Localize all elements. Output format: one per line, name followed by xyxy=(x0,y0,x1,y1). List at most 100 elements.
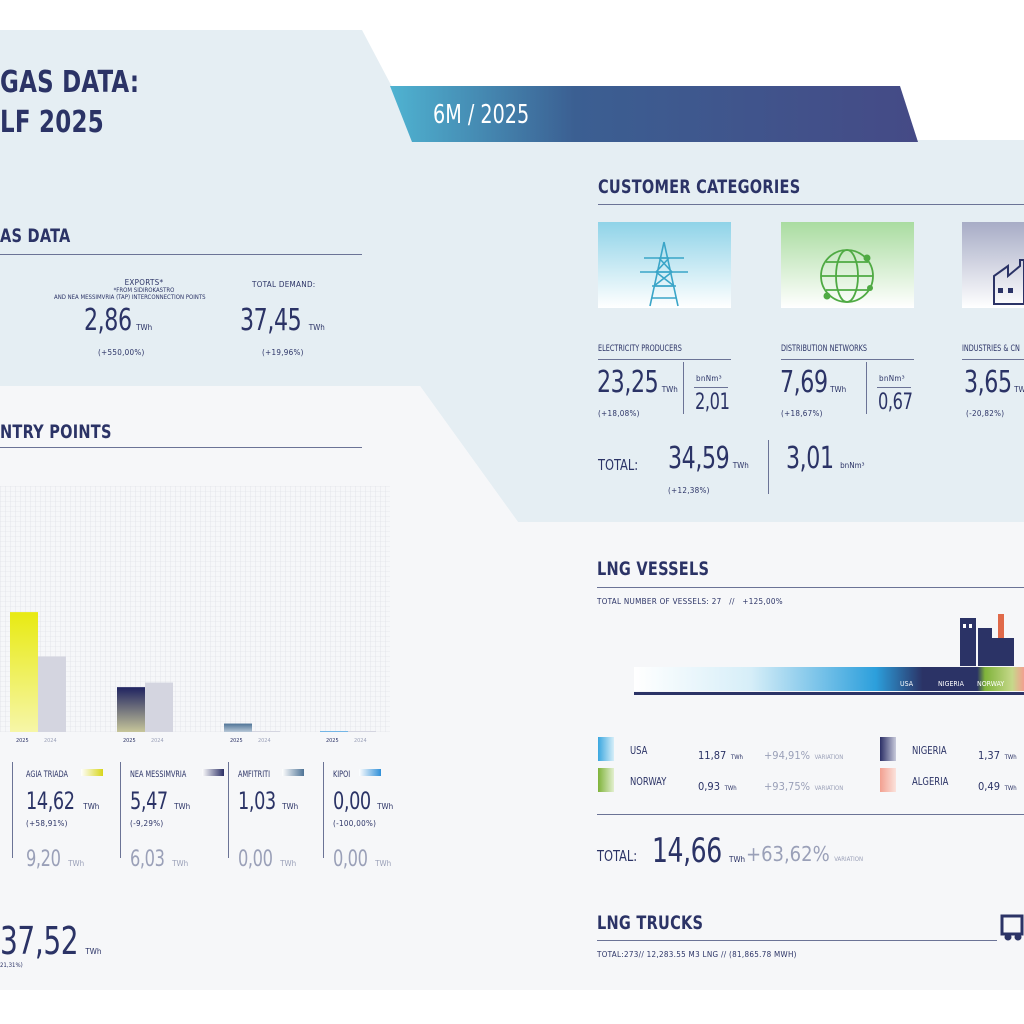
entry-point-unit-2024: TWh xyxy=(172,859,189,868)
year-label-2024: 2024 xyxy=(258,738,271,744)
algeria-unit: TWh xyxy=(1004,785,1017,792)
exports-change: (+550,00%) xyxy=(98,348,145,357)
demand-value: 37,45 xyxy=(240,303,302,338)
bar-agia-triada-2024 xyxy=(38,656,66,732)
entry-divider xyxy=(323,762,324,858)
usa-variation: +94,91% xyxy=(764,749,811,762)
bar-amfitriti-2025 xyxy=(224,723,252,732)
globe-network-icon xyxy=(781,222,914,308)
customers-total-block: 34,59 TWh xyxy=(668,444,749,474)
cat-ind-unit: TW xyxy=(1014,385,1024,394)
lng-bar-label-norway: NORWAY xyxy=(977,680,1005,688)
entry-point-col: NEA MESSIMVRIA 5,47 TWh (-9,29%) 6,03 TWh xyxy=(130,762,225,872)
nigeria-value: 1,37 xyxy=(978,749,1001,762)
exports-note-1: *FROM SIDIROKASTRO xyxy=(113,287,175,294)
bar-agia-triada-2025 xyxy=(10,612,38,732)
lng-total-variation-block: +63,62% VARIATION xyxy=(746,842,863,866)
entry-point-name: AMFITRITI xyxy=(238,770,270,780)
demand-unit: TWh xyxy=(308,323,325,332)
exports-label: EXPORTS* xyxy=(124,278,164,287)
entry-point-col: AMFITRITI 1,03 TWh 0,00 TWh xyxy=(238,762,304,871)
entry-point-2024-value: 0,00 xyxy=(333,847,368,872)
entry-point-2025-value: 5,47 xyxy=(130,787,168,815)
norway-variation-label: VARIATION xyxy=(814,785,844,792)
cat-dist-value-block: 7,69 TWh xyxy=(780,368,846,398)
usa-variation-label: VARIATION xyxy=(814,754,844,761)
year-label-2025: 2025 xyxy=(326,738,339,744)
gas-data-title: AS DATA xyxy=(0,225,71,247)
lng-total-variation: +63,62% xyxy=(746,842,830,866)
ship-factory-icon xyxy=(960,614,1014,666)
entry-point-col: KIPOI 0,00 TWh (-100,00%) 0,00 TWh xyxy=(333,762,393,871)
entry-point-swatch xyxy=(202,769,225,776)
entry-total-unit: TWh xyxy=(85,947,102,956)
algeria-value-block: 0,49 TWh xyxy=(978,775,1017,794)
page-title-line2: LF 2025 xyxy=(0,105,104,140)
entry-point-unit-2024: TWh xyxy=(280,859,297,868)
cat-ind-label: INDUSTRIES & CN xyxy=(962,344,1020,354)
period-label: 6M / 2025 xyxy=(433,100,530,130)
lng-total-unit: TWh xyxy=(729,855,746,864)
entry-point-unit-2024: TWh xyxy=(375,859,392,868)
entry-point-2024-value: 6,03 xyxy=(130,847,165,872)
entry-divider xyxy=(12,762,13,858)
entry-divider xyxy=(228,762,229,858)
customers-total-change: (+12,38%) xyxy=(668,486,710,495)
cat-elec-unit: TWh xyxy=(661,385,678,394)
nigeria-name: NIGERIA xyxy=(912,744,947,757)
cat-elec-value-block: 23,25 TWh xyxy=(597,368,678,398)
lng-total-variation-label: VARIATION xyxy=(834,856,863,863)
lng-country-bar xyxy=(634,667,1024,691)
entry-point-change xyxy=(238,819,304,829)
norway-variation-block: +93,75% VARIATION xyxy=(764,775,843,794)
entry-point-name: KIPOI xyxy=(333,770,351,780)
factory-icon xyxy=(962,222,1024,308)
algeria-value: 0,49 xyxy=(978,780,1001,793)
year-label-2025: 2025 xyxy=(230,738,243,744)
year-label-2025: 2025 xyxy=(16,738,29,744)
norway-name: NORWAY xyxy=(630,775,667,788)
lng-vessels-subtitle: TOTAL NUMBER OF VESSELS: 27 // +125,00% xyxy=(597,597,783,606)
customers-total-unit: TWh xyxy=(732,461,749,470)
entry-point-unit: TWh xyxy=(83,802,100,811)
bar-nea-messimvria-2025 xyxy=(117,687,145,732)
demand-value-block: 37,45 TWh xyxy=(240,306,325,336)
entry-point-unit: TWh xyxy=(377,802,394,811)
cat-elec-value: 23,25 xyxy=(597,365,659,400)
customer-categories-title: CUSTOMER CATEGORIES xyxy=(598,176,801,198)
entry-point-2024-value: 0,00 xyxy=(238,847,273,872)
lng-total-block: 14,66 TWh xyxy=(652,834,745,868)
usa-value-block: 11,87 TWh xyxy=(698,744,743,763)
exports-note-2: AND NEA MESSIMVRIA (TAP) INTERCONNECTION… xyxy=(54,294,206,301)
lng-trucks-subtitle: TOTAL:273// 12,283.55 M3 LNG // (81,865.… xyxy=(597,950,797,959)
customers-total-bnm-block: 3,01 bnNm³ xyxy=(786,444,865,474)
exports-value: 2,86 xyxy=(84,303,132,338)
cat-dist-value: 7,69 xyxy=(780,365,828,400)
nigeria-unit: TWh xyxy=(1004,754,1017,761)
nigeria-swatch xyxy=(880,737,896,761)
bar-kipoi-2024 xyxy=(348,731,376,732)
lng-vessels-title: LNG VESSELS xyxy=(597,558,710,580)
entry-point-2025-value: 0,00 xyxy=(333,787,371,815)
cat-dist-label: DISTRIBUTION NETWORKS xyxy=(781,344,867,354)
entry-point-swatch xyxy=(81,769,104,776)
entry-point-2025-value: 1,03 xyxy=(238,787,276,815)
year-label-2024: 2024 xyxy=(354,738,367,744)
entry-total-change: 21,31%) xyxy=(0,962,23,969)
entry-total-value: 37,52 xyxy=(0,919,79,963)
cat-elec-label: ELECTRICITY PRODUCERS xyxy=(598,344,682,354)
cat-dist-change: (+18,67%) xyxy=(781,409,823,418)
cat-elec-change: (+18,08%) xyxy=(598,409,640,418)
entry-total-block: 37,52 TWh xyxy=(0,922,101,960)
exports-block: EXPORTS* *FROM SIDIROKASTRO AND NEA MESS… xyxy=(54,278,206,301)
customers-total-bnm-value: 3,01 xyxy=(786,441,834,476)
entry-point-2024-value: 9,20 xyxy=(26,847,61,872)
usa-variation-block: +94,91% VARIATION xyxy=(764,744,843,763)
entry-point-name: NEA MESSIMVRIA xyxy=(130,770,187,780)
entry-point-unit-2024: TWh xyxy=(68,859,85,868)
bar-kipoi-2025 xyxy=(320,731,348,732)
norway-variation: +93,75% xyxy=(764,780,811,793)
year-label-2024: 2024 xyxy=(44,738,57,744)
lng-trucks-title: LNG TRUCKS xyxy=(597,912,704,934)
customers-total-value: 34,59 xyxy=(668,441,730,476)
